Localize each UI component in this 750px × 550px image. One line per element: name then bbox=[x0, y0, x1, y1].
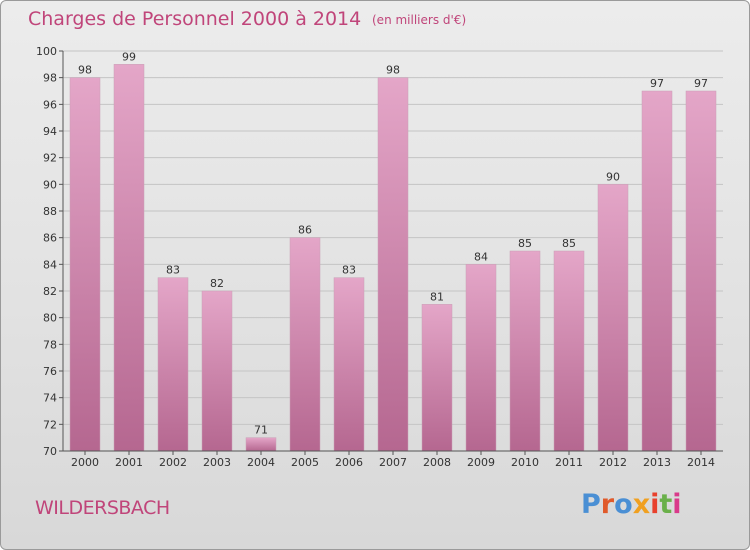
x-tick-label: 2008 bbox=[423, 456, 451, 469]
logo-letter: P bbox=[581, 489, 601, 520]
bar-2010 bbox=[509, 250, 541, 452]
commune-name: WILDERSBACH bbox=[35, 497, 170, 519]
x-tick-label: 2001 bbox=[115, 456, 143, 469]
data-label: 81 bbox=[430, 290, 444, 303]
bar-2000 bbox=[69, 77, 101, 452]
bar-2014 bbox=[685, 90, 717, 452]
data-label: 97 bbox=[694, 77, 708, 90]
data-label: 97 bbox=[650, 77, 664, 90]
bar-2007 bbox=[377, 77, 409, 452]
bar-2012 bbox=[597, 184, 629, 452]
logo-letter: i bbox=[650, 489, 660, 520]
data-label: 98 bbox=[78, 64, 92, 77]
y-tick-label: 92 bbox=[43, 152, 57, 165]
x-tick-label: 2003 bbox=[203, 456, 231, 469]
y-tick-label: 88 bbox=[43, 205, 57, 218]
bar-2009 bbox=[465, 264, 497, 452]
bar-2003 bbox=[201, 290, 233, 452]
logo-letter: r bbox=[600, 489, 615, 520]
x-tick-label: 2002 bbox=[159, 456, 187, 469]
bar-2013 bbox=[641, 90, 673, 452]
x-tick-label: 2000 bbox=[71, 456, 99, 469]
data-label: 86 bbox=[298, 224, 312, 237]
proxiti-logo: Proxiti bbox=[581, 489, 682, 520]
x-tick-label: 2014 bbox=[687, 456, 715, 469]
y-tick-label: 76 bbox=[43, 365, 57, 378]
x-tick-label: 2005 bbox=[291, 456, 319, 469]
y-tick-label: 78 bbox=[43, 338, 57, 351]
data-label: 83 bbox=[342, 264, 356, 277]
x-tick-label: 2013 bbox=[643, 456, 671, 469]
x-tick-label: 2007 bbox=[379, 456, 407, 469]
data-label: 82 bbox=[210, 277, 224, 290]
data-label: 83 bbox=[166, 264, 180, 277]
y-tick-label: 70 bbox=[43, 445, 57, 458]
data-label: 99 bbox=[122, 50, 136, 63]
x-tick-label: 2004 bbox=[247, 456, 275, 469]
y-tick-label: 86 bbox=[43, 232, 57, 245]
data-label: 90 bbox=[606, 170, 620, 183]
logo-letter: t bbox=[659, 489, 673, 520]
y-tick-label: 82 bbox=[43, 285, 57, 298]
data-label: 85 bbox=[518, 237, 532, 250]
bar-2004 bbox=[245, 437, 277, 452]
x-tick-label: 2011 bbox=[555, 456, 583, 469]
chart-subtitle: (en milliers d'€) bbox=[372, 13, 467, 27]
x-tick-label: 2009 bbox=[467, 456, 495, 469]
logo-letter: i bbox=[672, 489, 682, 520]
y-tick-label: 90 bbox=[43, 178, 57, 191]
logo-letter: o bbox=[614, 489, 633, 520]
bar-2005 bbox=[289, 237, 321, 452]
y-tick-label: 84 bbox=[43, 258, 57, 271]
data-label: 98 bbox=[386, 64, 400, 77]
data-label: 71 bbox=[254, 424, 268, 437]
y-tick-label: 72 bbox=[43, 418, 57, 431]
bar-2002 bbox=[157, 277, 189, 452]
bar-2006 bbox=[333, 277, 365, 452]
x-tick-label: 2006 bbox=[335, 456, 363, 469]
bar-2001 bbox=[113, 64, 145, 452]
chart-title: Charges de Personnel 2000 à 2014 bbox=[28, 8, 362, 30]
y-tick-label: 80 bbox=[43, 312, 57, 325]
y-tick-label: 94 bbox=[43, 125, 57, 138]
y-tick-label: 96 bbox=[43, 98, 57, 111]
logo-letter: x bbox=[632, 489, 651, 520]
data-label: 84 bbox=[474, 250, 488, 263]
y-tick-label: 98 bbox=[43, 72, 57, 85]
y-tick-label: 100 bbox=[36, 45, 57, 58]
x-tick-label: 2012 bbox=[599, 456, 627, 469]
bar-2008 bbox=[421, 304, 453, 452]
y-tick-label: 74 bbox=[43, 392, 57, 405]
bar-2011 bbox=[553, 250, 585, 452]
data-label: 85 bbox=[562, 237, 576, 250]
x-tick-label: 2010 bbox=[511, 456, 539, 469]
